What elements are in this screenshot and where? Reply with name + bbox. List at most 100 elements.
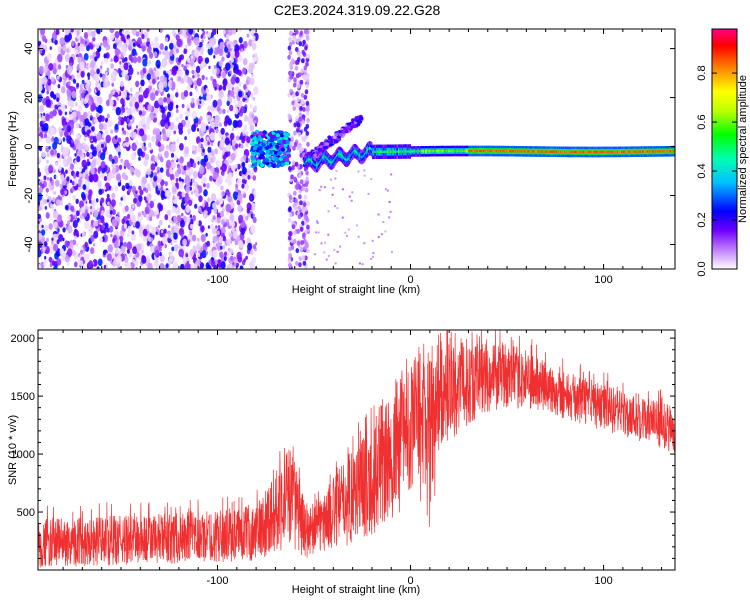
heatmap-cell	[57, 64, 62, 70]
heatmap-cell	[471, 149, 473, 153]
heatmap-cell	[649, 150, 652, 153]
heatmap-cell	[603, 150, 605, 154]
heatmap-cell	[123, 241, 127, 248]
heatmap-cell	[551, 150, 553, 153]
heatmap-cell	[294, 161, 299, 167]
heatmap-cell	[219, 251, 224, 259]
heatmap-cell	[60, 174, 65, 181]
heatmap-cell	[558, 150, 560, 153]
heatmap-cell	[201, 39, 204, 43]
heatmap-cell	[131, 96, 136, 104]
heatmap-cell	[445, 149, 447, 153]
heatmap-cell	[128, 114, 133, 120]
heatmap-cell	[180, 234, 184, 239]
heatmap-cell	[92, 259, 98, 267]
heatmap-cell	[250, 141, 255, 146]
heatmap-cell	[121, 30, 125, 35]
heatmap-cell	[564, 150, 566, 153]
heatmap-cell	[124, 263, 127, 267]
heatmap-cell	[143, 159, 149, 167]
heatmap-cell	[243, 258, 246, 263]
heatmap-cell	[128, 132, 132, 138]
heatmap-cell	[205, 76, 208, 81]
heatmap-cell	[323, 186, 326, 189]
heatmap-cell	[337, 153, 339, 156]
heatmap-cell	[647, 150, 649, 153]
heatmap-cell	[225, 203, 231, 213]
heatmap-cell	[189, 158, 193, 162]
heatmap-cell	[602, 150, 604, 154]
heatmap-cell	[250, 62, 255, 70]
heatmap-cell	[48, 182, 52, 189]
heatmap-cell	[391, 150, 393, 153]
heatmap-cell	[250, 156, 255, 161]
heatmap-cell	[252, 213, 256, 218]
heatmap-cell	[417, 150, 419, 153]
heatmap-cell	[215, 128, 219, 134]
colorbar: 0.00.20.40.60.8 Normalized spectral ampl…	[696, 28, 749, 277]
heatmap-cell	[238, 29, 242, 32]
heatmap-cell	[188, 199, 193, 207]
heatmap-cell	[164, 214, 169, 221]
heatmap-cell	[653, 150, 656, 153]
heatmap-cell	[223, 256, 227, 261]
heatmap-cell	[221, 163, 227, 173]
heatmap-cell	[444, 149, 446, 153]
heatmap-cell	[353, 149, 355, 153]
heatmap-cell	[387, 189, 389, 192]
heatmap-cell	[295, 29, 299, 35]
heatmap-cell	[50, 203, 53, 209]
heatmap-cell	[253, 190, 257, 195]
heatmap-cell	[362, 155, 364, 158]
heatmap-cell	[81, 159, 87, 168]
heatmap-cell	[540, 150, 543, 153]
heatmap-cell	[666, 150, 668, 153]
heatmap-cell	[38, 232, 43, 240]
heatmap-cell	[522, 150, 524, 153]
heatmap-cell	[219, 210, 225, 218]
heatmap-cell	[43, 122, 49, 132]
heatmap-cell	[336, 207, 339, 210]
heatmap-cell	[110, 63, 114, 69]
heatmap-cell	[339, 245, 342, 248]
heatmap-cell	[58, 109, 63, 116]
heatmap-cell	[216, 230, 220, 236]
heatmap-cell	[123, 62, 129, 71]
heatmap-cell	[159, 143, 165, 152]
heatmap-cell	[489, 149, 492, 153]
heatmap-cell	[182, 255, 187, 262]
heatmap-cell	[345, 158, 348, 161]
heatmap-cell	[42, 200, 46, 205]
heatmap-cell	[38, 41, 42, 46]
heatmap-cell	[210, 260, 216, 268]
heatmap-cell	[94, 117, 98, 124]
heatmap-cell	[121, 218, 126, 225]
heatmap-cell	[236, 251, 242, 261]
heatmap-cell	[109, 99, 114, 107]
heatmap-cell	[171, 220, 174, 225]
heatmap-cell	[200, 137, 204, 143]
heatmap-cell	[249, 168, 255, 176]
heatmap-cell	[197, 147, 201, 153]
heatmap-cell	[159, 205, 163, 212]
heatmap-cell	[59, 183, 63, 189]
heatmap-cell	[121, 172, 127, 180]
y-tick-label: -40	[23, 237, 35, 253]
heatmap-cell	[298, 112, 303, 118]
heatmap-cell	[46, 237, 49, 242]
heatmap-cell	[524, 150, 526, 153]
heatmap-cell	[291, 165, 295, 171]
heatmap-cell	[238, 90, 243, 98]
heatmap-cell	[111, 167, 117, 175]
heatmap-cell	[289, 140, 294, 146]
heatmap-cell	[297, 205, 301, 211]
heatmap-cell	[83, 32, 89, 39]
heatmap-cell	[119, 62, 125, 72]
heatmap-cell	[212, 249, 218, 259]
heatmap-cell	[439, 149, 441, 153]
heatmap-cell	[212, 29, 217, 36]
heatmap-cell	[199, 116, 203, 121]
heatmap-cell	[196, 128, 200, 132]
heatmap-cell	[325, 258, 328, 261]
heatmap-cell	[87, 76, 90, 80]
